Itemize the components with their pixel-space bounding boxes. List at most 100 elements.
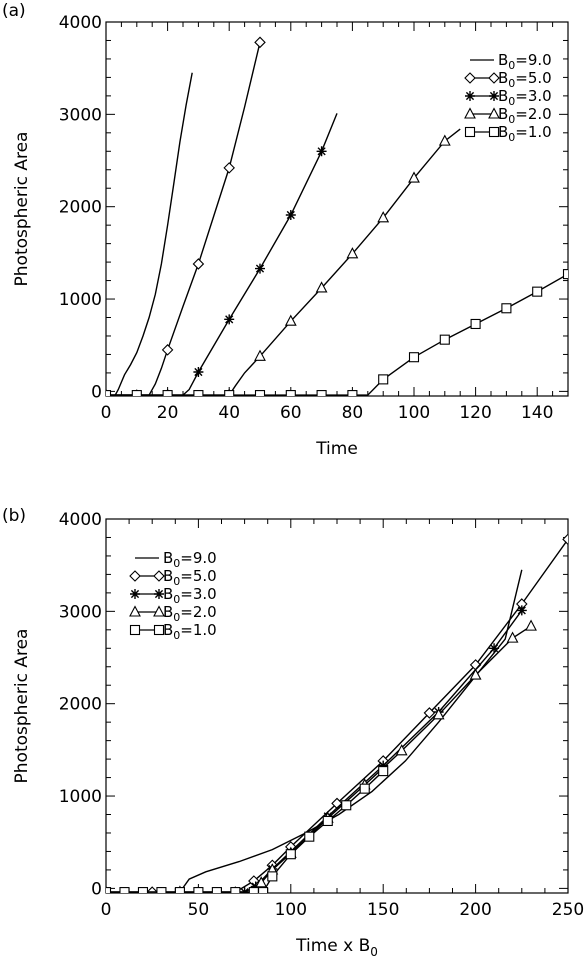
legend-label: B0=3.0: [498, 87, 552, 108]
panel-b-series: [106, 533, 568, 893]
x-tick-label: 200: [459, 900, 491, 920]
legend-item: B0=5.0: [464, 69, 552, 90]
data-point-triangle: [346, 247, 359, 259]
panel-b-y-axis-label: Photospheric Area: [12, 629, 32, 784]
legend-marker-right: [154, 589, 164, 599]
legend-label-tail: =2.0: [180, 603, 216, 621]
legend-label: B0=2.0: [498, 105, 552, 126]
data-point-triangle: [408, 171, 420, 183]
legend-item: B0=1.0: [129, 621, 217, 642]
legend-label-tail: =9.0: [180, 549, 216, 567]
series-line: [179, 569, 523, 893]
data-point-diamond: [161, 344, 174, 356]
panel-b-axes: 0 50 100 150 200 250 0 1000 2000 3000 4000: [59, 510, 584, 920]
legend-label-tail: =3.0: [515, 87, 551, 105]
panel-a-label: (a): [2, 1, 26, 21]
series-line: [106, 625, 532, 893]
series-line: [114, 72, 193, 396]
data-point-asterisk: [224, 314, 235, 325]
y-tick-label: 4000: [59, 13, 102, 33]
data-point-square: [562, 269, 568, 280]
legend-label: B0=1.0: [163, 621, 217, 642]
x-tick-label: 0: [101, 900, 112, 920]
series-line: [106, 128, 461, 396]
data-point-triangle: [506, 631, 519, 643]
y-tick-label: 2000: [59, 695, 102, 715]
data-point-square: [501, 303, 512, 314]
legend-label: B0=9.0: [498, 51, 552, 72]
legend-label-sub: 0: [508, 95, 515, 108]
legend-label: B0=5.0: [163, 567, 217, 588]
data-point-asterisk: [489, 643, 500, 654]
data-point-square: [131, 390, 142, 396]
data-point-diamond: [223, 162, 235, 174]
x-tick-label: 100: [275, 900, 307, 920]
legend-label-main: B: [498, 69, 508, 87]
legend-label-tail: =1.0: [515, 123, 551, 141]
data-point-asterisk: [516, 605, 527, 616]
x-tick-label: 140: [521, 403, 553, 423]
data-point-triangle: [469, 668, 482, 680]
legend-label-main: B: [498, 51, 508, 69]
legend-marker-right: [488, 72, 500, 84]
data-point-square: [341, 800, 352, 811]
legend-label: B0=2.0: [163, 603, 217, 624]
legend-label: B0=5.0: [498, 69, 552, 90]
legend-label-main: B: [498, 105, 508, 123]
legend-label-tail: =5.0: [515, 69, 551, 87]
data-point-diamond: [423, 707, 436, 719]
y-tick-label: 3000: [59, 105, 102, 125]
x-tick-label: 100: [398, 403, 430, 423]
data-point-square: [106, 887, 112, 893]
legend-label-sub: 0: [508, 131, 515, 144]
data-point-square: [285, 390, 296, 396]
data-point-diamond: [562, 533, 568, 546]
data-point-square: [347, 390, 358, 396]
data-point-square: [230, 887, 241, 893]
data-point-square: [439, 334, 450, 345]
legend-label-sub: 0: [173, 575, 180, 588]
panel-a-chart: (a) 0 20 40 60 80 100 120 14001000200030004000 …: [2, 1, 569, 459]
panel-b-legend: B0=9.0B0=5.0B0=3.0B0=2.0B0=1.0: [129, 549, 217, 642]
data-point-square: [193, 887, 204, 893]
panel-a-axes: 0 20 40 60 80 100 120 140 0 1000 2000 3000 4000: [59, 13, 569, 423]
series-b0-5-0: [106, 36, 266, 396]
legend-marker-left: [464, 126, 476, 138]
series-b0-2-0: [106, 619, 537, 893]
legend-label-sub: 0: [173, 611, 180, 624]
data-point-asterisk: [193, 366, 204, 377]
y-tick-label: 0: [91, 382, 102, 402]
legend-marker-right: [153, 570, 165, 582]
x-tick-label: 80: [342, 403, 364, 423]
legend-marker-left: [129, 624, 141, 636]
legend-item: B0=3.0: [130, 585, 217, 606]
data-point-square: [211, 887, 222, 893]
series-b0-9-0: [114, 72, 193, 396]
legend-label-main: B: [498, 87, 508, 105]
y-tick-label: 2000: [59, 198, 102, 218]
data-point-square: [470, 318, 481, 330]
series-line: [106, 42, 261, 396]
panel-a-x-axis-label: Time: [315, 439, 358, 459]
x-tick-label: 250: [552, 900, 584, 920]
data-point-square: [316, 390, 327, 396]
legend-label-sub: 0: [508, 77, 515, 90]
data-point-square: [254, 390, 266, 396]
legend-marker-left: [130, 589, 140, 599]
legend-label-sub: 0: [173, 629, 180, 642]
panel-b-label: (b): [2, 506, 26, 526]
x-tick-label: 120: [459, 403, 491, 423]
series-b0-3-0: [106, 605, 527, 893]
data-point-square: [174, 887, 185, 893]
data-point-asterisk: [255, 263, 265, 274]
legend-marker-right: [153, 605, 165, 617]
data-point-square: [248, 887, 259, 893]
panel-a-series: [106, 36, 568, 396]
data-point-square: [359, 783, 370, 794]
data-point-triangle: [395, 744, 408, 756]
series-line: [106, 113, 338, 396]
legend-item: B0=2.0: [129, 603, 217, 624]
legend-marker-left: [465, 91, 475, 101]
data-point-diamond: [192, 258, 205, 270]
